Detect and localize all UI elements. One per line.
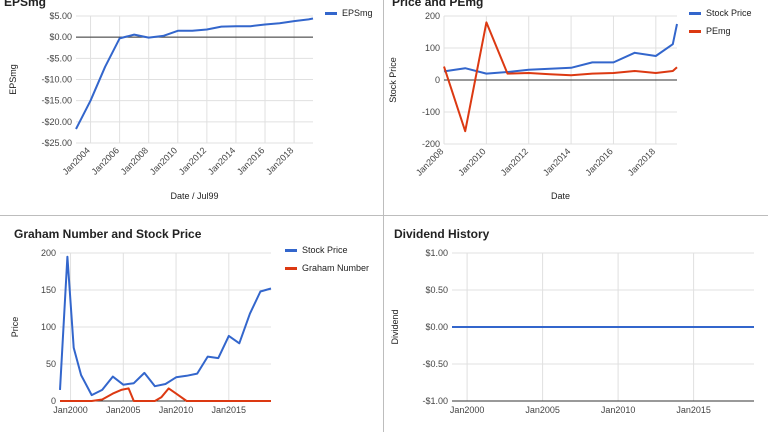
legend-label: Stock Price xyxy=(706,8,752,18)
y-tick-label: $0.50 xyxy=(425,285,448,295)
y-tick-label: 50 xyxy=(46,359,56,369)
x-tick-label: Jan2010 xyxy=(148,145,179,176)
graham-chart: Graham Number and Stock Price 200 150 100 50… xyxy=(10,227,369,415)
y-tick-label: -$0.50 xyxy=(422,359,448,369)
x-axis-label: Date / Jul99 xyxy=(170,191,218,201)
y-tick-label: 100 xyxy=(41,322,56,332)
x-tick-label: Jan2004 xyxy=(60,145,91,176)
y-tick-label: -200 xyxy=(422,139,440,149)
x-tick-label: Jan2000 xyxy=(450,405,485,415)
legend-swatch xyxy=(689,30,701,33)
legend-label: EPSmg xyxy=(342,8,373,18)
y-tick-label: 150 xyxy=(41,285,56,295)
x-tick-label: Jan2010 xyxy=(456,146,487,177)
x-tick-label: Jan2018 xyxy=(264,145,295,176)
graham-chart-panel: Graham Number and Stock Price 200 150 100 50… xyxy=(0,216,383,432)
series-line-epsmg xyxy=(75,17,314,130)
y-tick-label: $1.00 xyxy=(425,248,448,258)
x-tick-label: Jan2008 xyxy=(414,146,445,177)
series-line-graham-number xyxy=(60,387,271,402)
x-tick-label: Jan2000 xyxy=(53,405,88,415)
x-tick-label: Jan2010 xyxy=(159,405,194,415)
x-tick-label: Jan2018 xyxy=(626,146,657,177)
x-tick-label: Jan2012 xyxy=(177,145,208,176)
legend-label: Stock Price xyxy=(302,245,348,255)
y-tick-label: 200 xyxy=(425,11,440,21)
legend-label: PEmg xyxy=(706,26,731,36)
x-tick-label: Jan2008 xyxy=(119,145,150,176)
legend-label: Graham Number xyxy=(302,263,369,273)
x-tick-label: Jan2012 xyxy=(499,146,530,177)
series-line-pemg xyxy=(443,21,678,133)
x-tick-label: Jan2016 xyxy=(583,146,614,177)
y-tick-label: -$15.00 xyxy=(41,96,72,106)
y-tick-label: -100 xyxy=(422,107,440,117)
price-pe-chart-panel: Price and PEmg 200 100 0 -100 -200 Jan2008 Jan2… xyxy=(384,0,768,215)
x-tick-label: Jan2014 xyxy=(541,146,572,177)
dividend-chart-panel: Dividend History $1.00 $0.50 $0.00 -$0.50 -$1… xyxy=(384,216,768,432)
x-tick-label: Jan2010 xyxy=(601,405,636,415)
y-tick-label: -$1.00 xyxy=(422,396,448,406)
legend-swatch xyxy=(325,12,337,15)
chart-title: Price and PEmg xyxy=(392,0,483,9)
eps-chart-panel: EPSmg $5.00 $0.00 -$5.00 -$10.00 -$15.00 -$20.… xyxy=(0,0,383,215)
y-tick-label: 100 xyxy=(425,43,440,53)
x-tick-label: Jan2015 xyxy=(212,405,247,415)
y-tick-label: -$5.00 xyxy=(46,53,72,63)
legend-swatch xyxy=(285,249,297,252)
y-tick-label: $0.00 xyxy=(49,32,72,42)
y-axis-label: Dividend xyxy=(390,309,400,344)
y-tick-label: $5.00 xyxy=(49,11,72,21)
x-tick-label: Jan2015 xyxy=(676,405,711,415)
y-tick-label: -$20.00 xyxy=(41,117,72,127)
chart-title: Graham Number and Stock Price xyxy=(14,227,202,241)
y-axis-label: EPSmg xyxy=(8,64,18,95)
x-axis-label: Date xyxy=(551,191,570,201)
chart-title: Dividend History xyxy=(394,227,490,241)
series-line-stock-price xyxy=(59,255,272,397)
horizontal-divider xyxy=(0,215,768,216)
y-tick-label: 0 xyxy=(51,396,56,406)
x-tick-label: Jan2014 xyxy=(206,145,237,176)
legend-swatch xyxy=(689,12,701,15)
y-axis-label: Price xyxy=(10,317,20,338)
x-tick-label: Jan2005 xyxy=(106,405,141,415)
y-tick-label: 200 xyxy=(41,248,56,258)
x-tick-label: Jan2005 xyxy=(525,405,560,415)
y-axis-label: Stock Price xyxy=(388,57,398,103)
legend-swatch xyxy=(285,267,297,270)
y-tick-label: -$10.00 xyxy=(41,75,72,85)
series-line-stock-price xyxy=(443,23,678,75)
eps-chart: EPSmg$5.00$0.00-$5.00-$10.00-$15.00-$20.… xyxy=(4,0,373,201)
y-tick-label: 0 xyxy=(435,75,440,85)
chart-title: EPSmg xyxy=(4,0,46,9)
y-tick-label: -$25.00 xyxy=(41,138,72,148)
y-tick-label: $0.00 xyxy=(425,322,448,332)
x-tick-label: Jan2016 xyxy=(235,145,266,176)
vertical-divider xyxy=(383,0,384,432)
dividend-chart: Dividend History $1.00 $0.50 $0.00 -$0.50 -$1… xyxy=(390,227,754,415)
x-tick-label: Jan2006 xyxy=(90,145,121,176)
